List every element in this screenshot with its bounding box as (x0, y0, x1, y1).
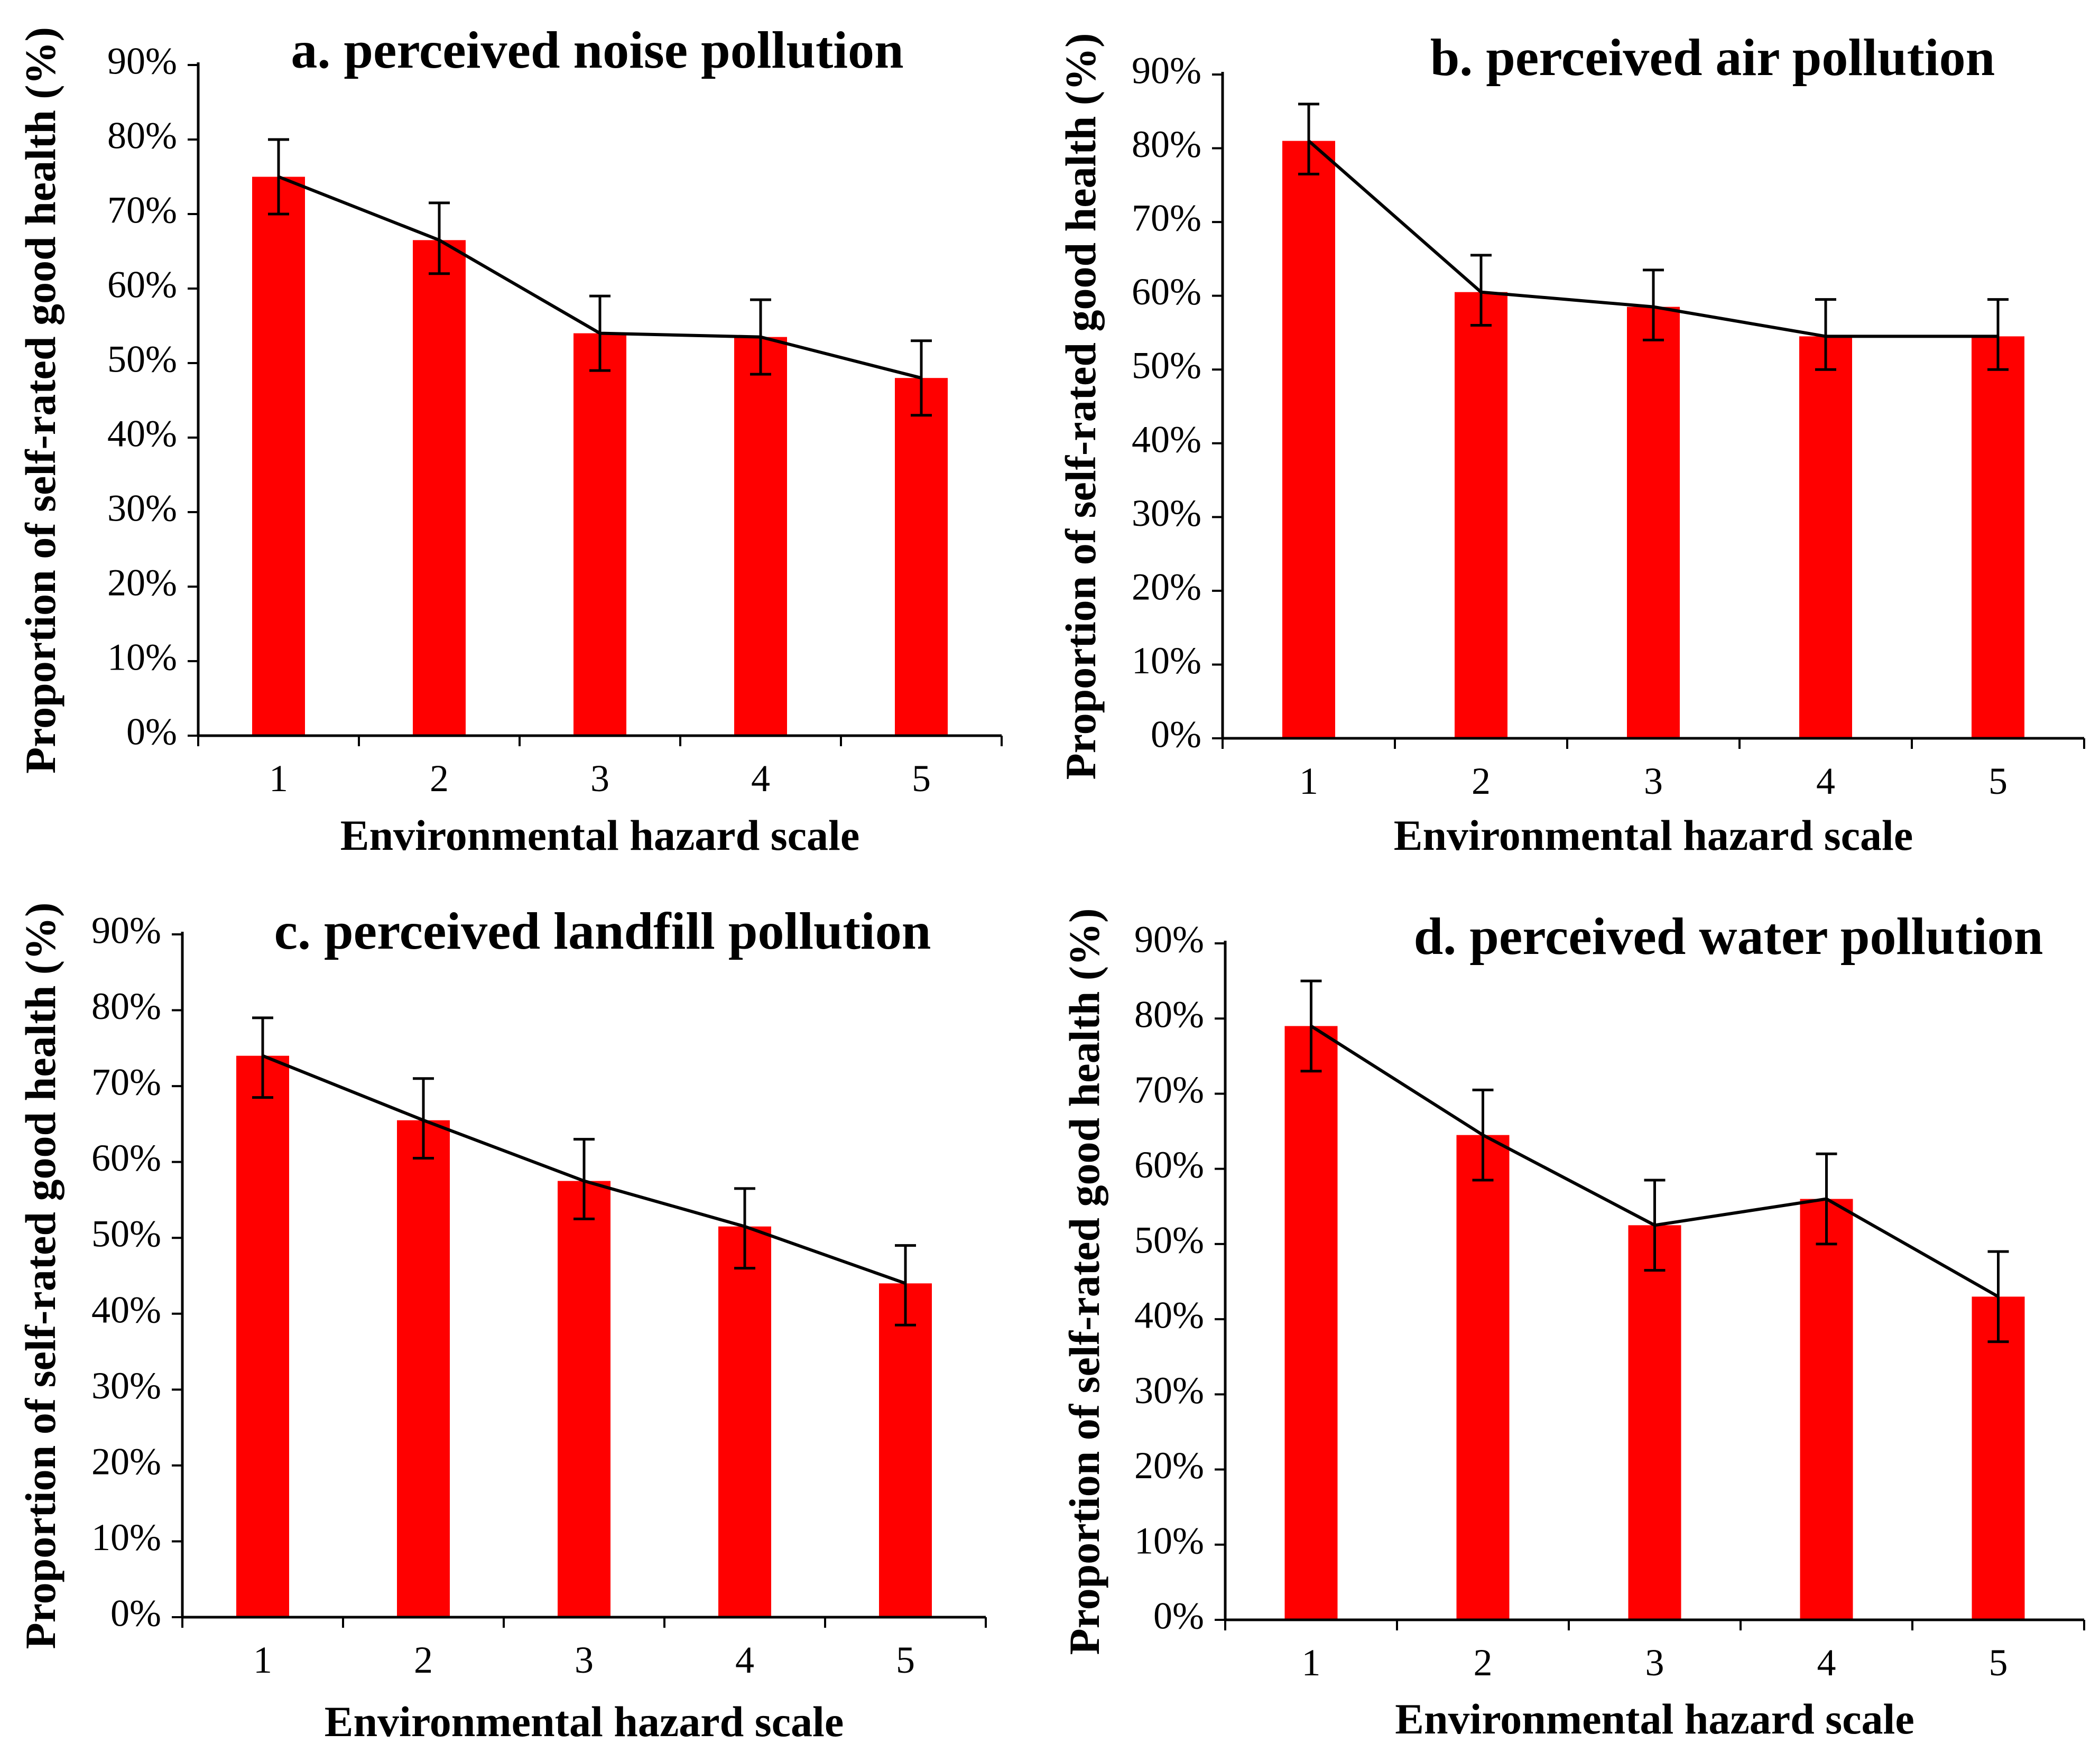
panel-title: c. perceived landfill pollution (274, 902, 931, 960)
x-tick-label: 3 (575, 1639, 594, 1681)
bar (413, 240, 466, 736)
y-tick-label: 70% (91, 1061, 161, 1103)
y-tick-label: 0% (1153, 1595, 1204, 1637)
chart-panel-a: a. perceived noise pollution Proportion o… (16, 21, 1003, 859)
y-axis-label: Proportion of self-rated good health (%) (1057, 33, 1105, 780)
y-tick-label: 40% (107, 413, 177, 455)
y-axis-label: Proportion of self-rated good health (%) (1060, 908, 1108, 1655)
x-tick-label: 4 (735, 1639, 754, 1681)
panel-title: b. perceived air pollution (1430, 28, 1995, 87)
y-tick-label: 50% (1134, 1219, 1204, 1261)
y-tick-label: 30% (1134, 1369, 1204, 1412)
bar (1456, 1135, 1510, 1620)
y-tick-label: 50% (1132, 345, 1201, 387)
y-tick-label: 20% (1134, 1444, 1204, 1487)
y-axis-label: Proportion of self-rated good health (%) (16, 27, 64, 774)
bar (1284, 1026, 1338, 1620)
y-tick-label: 0% (110, 1592, 161, 1635)
y-tick-label: 60% (1132, 271, 1201, 313)
x-tick-label: 5 (1989, 1642, 2008, 1684)
x-tick-label: 3 (1644, 760, 1663, 802)
panel-title: d. perceived water pollution (1414, 907, 2043, 966)
y-tick-label: 70% (1134, 1069, 1204, 1111)
x-axis-label: Environmental hazard scale (1395, 1695, 1914, 1743)
bar (734, 337, 787, 736)
y-tick-label: 30% (1132, 492, 1201, 534)
x-axis-label: Environmental hazard scale (340, 811, 859, 859)
y-tick-label: 20% (1132, 565, 1201, 608)
bar (573, 333, 626, 736)
x-tick-label: 5 (912, 757, 931, 800)
x-tick-label: 2 (1474, 1642, 1493, 1684)
x-tick-label: 4 (1817, 1642, 1836, 1684)
y-tick-label: 50% (91, 1213, 161, 1255)
y-tick-label: 60% (107, 264, 177, 306)
chart-panel-d: d. perceived water pollution Proportion o… (1060, 907, 2085, 1743)
y-tick-label: 30% (107, 487, 177, 530)
x-tick-label: 4 (751, 757, 770, 800)
y-tick-label: 80% (1134, 994, 1204, 1036)
bar (1627, 307, 1680, 738)
x-tick-label: 1 (269, 757, 288, 800)
y-tick-label: 80% (1132, 123, 1201, 165)
y-tick-label: 10% (1132, 639, 1201, 682)
y-tick-label: 40% (1132, 418, 1201, 460)
y-tick-label: 80% (107, 115, 177, 157)
y-tick-label: 40% (91, 1288, 161, 1331)
x-tick-label: 4 (1816, 760, 1835, 802)
y-tick-label: 70% (1132, 197, 1201, 239)
bar (1972, 336, 2024, 738)
y-tick-label: 30% (91, 1365, 161, 1407)
x-tick-label: 2 (414, 1639, 433, 1681)
x-tick-label: 2 (1472, 760, 1491, 802)
bar (252, 177, 305, 736)
x-tick-label: 2 (430, 757, 449, 800)
y-tick-label: 80% (91, 985, 161, 1027)
y-tick-label: 0% (126, 711, 177, 753)
y-tick-label: 90% (1132, 50, 1201, 92)
y-tick-label: 70% (107, 189, 177, 231)
bar (1455, 292, 1507, 738)
y-tick-label: 0% (1151, 713, 1201, 756)
y-axis-label: Proportion of self-rated good health (%) (16, 903, 64, 1649)
bar (895, 378, 948, 736)
bar (236, 1055, 289, 1617)
y-tick-label: 10% (1134, 1519, 1204, 1562)
y-tick-label: 50% (107, 338, 177, 381)
x-axis-label: Environmental hazard scale (325, 1698, 844, 1746)
bar (1972, 1296, 2025, 1620)
y-tick-label: 90% (91, 910, 161, 952)
panel-title: a. perceived noise pollution (291, 21, 903, 79)
bar (1282, 141, 1335, 739)
x-axis-label: Environmental hazard scale (1394, 811, 1913, 859)
y-tick-label: 90% (107, 40, 177, 82)
x-tick-label: 1 (253, 1639, 272, 1681)
x-tick-label: 3 (590, 757, 609, 800)
x-tick-label: 1 (1299, 760, 1318, 802)
y-tick-label: 60% (1134, 1144, 1204, 1186)
y-tick-label: 60% (91, 1137, 161, 1179)
bar (879, 1283, 932, 1617)
bar (1800, 1199, 1853, 1620)
bar (1799, 336, 1852, 738)
y-tick-label: 20% (91, 1440, 161, 1482)
y-tick-label: 10% (107, 636, 177, 679)
x-tick-label: 3 (1645, 1642, 1664, 1684)
bar (718, 1226, 771, 1617)
bar (1628, 1225, 1681, 1620)
x-tick-label: 1 (1302, 1642, 1321, 1684)
y-tick-label: 40% (1134, 1294, 1204, 1337)
x-tick-label: 5 (1988, 760, 2008, 802)
y-tick-label: 20% (107, 562, 177, 604)
bar (558, 1181, 610, 1617)
x-tick-label: 5 (896, 1639, 915, 1681)
y-tick-label: 10% (91, 1516, 161, 1559)
y-tick-label: 90% (1134, 919, 1204, 961)
bar (397, 1120, 450, 1617)
chart-panel-c: c. perceived landfill pollution Proportio… (16, 902, 987, 1746)
chart-panel-b: b. perceived air pollution Proportion of … (1057, 28, 2085, 859)
